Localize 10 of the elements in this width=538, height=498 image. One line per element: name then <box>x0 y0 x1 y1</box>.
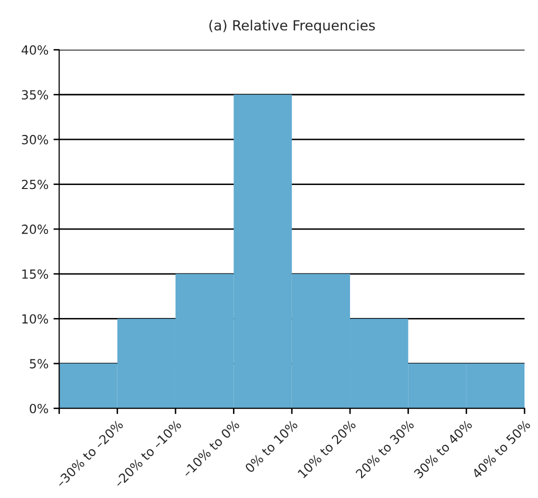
y-tick-label: 15% <box>22 269 48 279</box>
y-tick-label: 25% <box>22 180 48 190</box>
y-tick-label: 35% <box>22 90 48 100</box>
y-tick-label: 5% <box>30 359 48 368</box>
y-tick-label: 20% <box>22 224 48 234</box>
chart-title: (a) Relative Frequencies <box>209 20 375 34</box>
y-tick-label: 30% <box>22 134 48 144</box>
y-tick-label: 40% <box>22 45 48 55</box>
y-tick-label: 10% <box>22 314 48 324</box>
y-tick-label: 0% <box>30 404 48 414</box>
